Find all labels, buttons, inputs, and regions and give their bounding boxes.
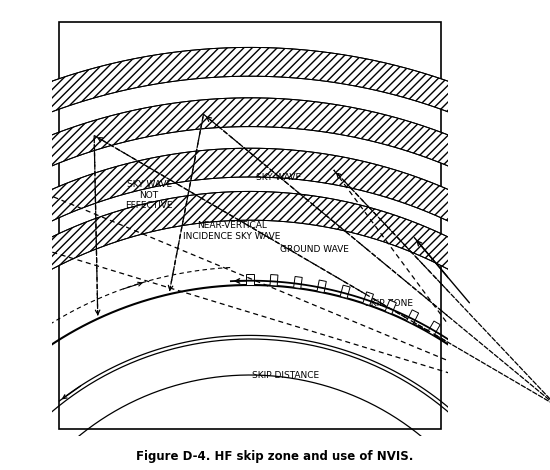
- Polygon shape: [363, 292, 373, 306]
- Polygon shape: [0, 98, 550, 410]
- Polygon shape: [519, 397, 534, 412]
- Polygon shape: [294, 276, 302, 289]
- Polygon shape: [0, 191, 550, 452]
- Text: SKIP ZONE: SKIP ZONE: [365, 298, 413, 307]
- Polygon shape: [448, 334, 461, 348]
- Text: GROUND WAVE: GROUND WAVE: [280, 244, 349, 253]
- Text: SKY WAVE
NOT
EFFECTIVE: SKY WAVE NOT EFFECTIVE: [125, 180, 173, 210]
- Text: SKY WAVE: SKY WAVE: [256, 172, 301, 181]
- Polygon shape: [246, 274, 254, 285]
- Polygon shape: [270, 274, 278, 286]
- Polygon shape: [486, 363, 500, 377]
- Polygon shape: [385, 300, 397, 314]
- Text: Figure D-4. HF skip zone and use of NVIS.: Figure D-4. HF skip zone and use of NVIS…: [136, 450, 414, 463]
- Polygon shape: [503, 379, 518, 394]
- Text: SKIP DISTANCE: SKIP DISTANCE: [252, 370, 320, 379]
- Polygon shape: [0, 47, 550, 387]
- Polygon shape: [317, 280, 326, 293]
- Polygon shape: [514, 420, 539, 431]
- Polygon shape: [406, 310, 419, 324]
- Polygon shape: [340, 285, 350, 298]
- Polygon shape: [467, 348, 481, 362]
- Polygon shape: [0, 148, 550, 432]
- Text: NEAR-VERTICAL
INCIDENCE SKY WAVE: NEAR-VERTICAL INCIDENCE SKY WAVE: [183, 221, 280, 241]
- Polygon shape: [428, 321, 440, 336]
